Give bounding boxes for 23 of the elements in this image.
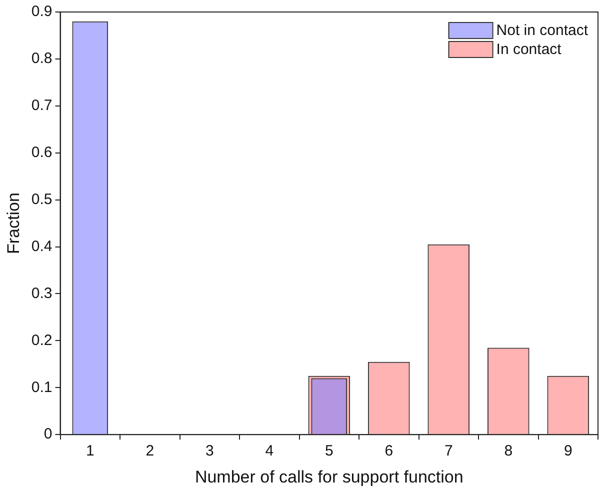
y-tick-label: 0.5 — [31, 190, 52, 208]
y-tick-label: 0.3 — [31, 284, 52, 302]
legend-label: Not in contact — [496, 22, 589, 40]
x-tick-label: 6 — [384, 442, 394, 460]
x-tick-label: 8 — [504, 442, 513, 460]
y-tick-label: 0 — [44, 426, 52, 443]
y-tick-label: 0.7 — [31, 97, 52, 114]
x-tick-label: 9 — [564, 442, 572, 460]
y-tick-label: 0.6 — [31, 144, 52, 162]
x-axis-title: Number of calls for support function — [194, 467, 464, 486]
x-tick-label: 4 — [265, 442, 274, 460]
y-tick-label: 0.4 — [31, 238, 52, 255]
y-tick-label: 0.9 — [31, 3, 52, 20]
y-tick-label: 0.2 — [31, 332, 52, 349]
y-tick-label: 0.8 — [31, 50, 52, 68]
x-tick-label: 3 — [205, 442, 214, 460]
x-tick-label: 1 — [86, 442, 94, 460]
y-tick-label: 0.1 — [31, 378, 52, 396]
legend-label: In contact — [496, 41, 562, 58]
x-tick-label: 5 — [324, 442, 334, 460]
x-tick-label: 7 — [444, 442, 453, 460]
y-axis-title: Fraction — [4, 192, 23, 254]
x-tick-label: 2 — [146, 442, 154, 460]
